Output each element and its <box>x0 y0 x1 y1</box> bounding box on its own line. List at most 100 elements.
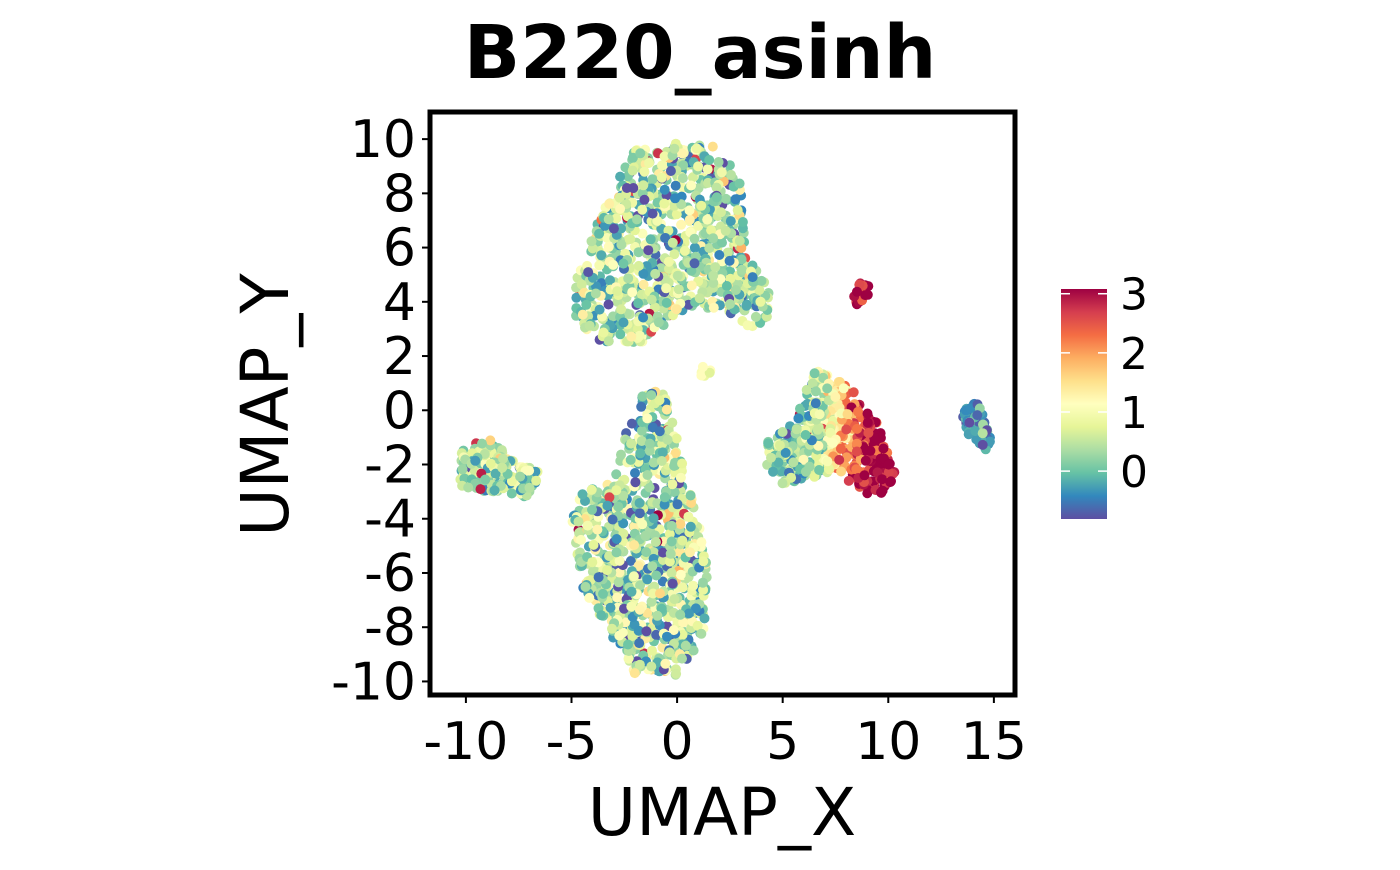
scatter-point-lower-cluster <box>675 569 686 580</box>
scatter-point-upper-cluster <box>716 207 726 218</box>
scatter-point-upper-cluster <box>702 164 713 175</box>
scatter-point-lower-cluster <box>648 457 659 468</box>
scatter-point-b-cell-cluster <box>851 464 862 475</box>
scatter-point-lower-cluster <box>642 574 653 585</box>
scatter-point-upper-cluster <box>661 283 672 294</box>
scatter-point-upper-cluster <box>677 173 688 184</box>
scatter-point-lower-cluster <box>662 434 673 445</box>
scatter-point-upper-cluster <box>638 180 649 191</box>
scatter-point-left-cluster <box>489 485 500 496</box>
scatter-point-lower-cluster <box>646 390 657 401</box>
scatter-point-lower-cluster <box>644 438 655 449</box>
scatter-point-upper-cluster <box>584 320 595 331</box>
scatter-point-lower-cluster <box>678 617 689 628</box>
scatter-point-lower-cluster <box>655 588 665 599</box>
scatter-point-lower-cluster <box>623 653 634 664</box>
scatter-point-lower-cluster <box>696 537 707 548</box>
scatter-point-upper-cluster <box>646 294 657 305</box>
scatter-point-lower-cluster <box>625 454 636 465</box>
scatter-point-upper-cluster <box>664 263 674 274</box>
scatter-point-lower-cluster <box>675 519 686 530</box>
y-tick-label: 8 <box>383 164 416 224</box>
scatter-point-lower-cluster <box>628 571 639 582</box>
scatter-point-upper-cluster <box>756 275 767 286</box>
scatter-point-upper-cluster <box>615 171 626 182</box>
scatter-point-lower-cluster <box>646 661 657 672</box>
scatter-point-lower-cluster <box>634 659 645 670</box>
scatter-point-lower-cluster <box>642 470 653 480</box>
scatter-point-upper-cluster <box>734 178 745 189</box>
scatter-point-upper-cluster <box>605 275 615 286</box>
colorbar-ticks: 0 1 2 3 <box>1061 270 1148 498</box>
plot-frame <box>427 109 1018 698</box>
scatter-point-lower-cluster <box>582 520 593 531</box>
scatter-point-upper-cluster <box>650 268 661 279</box>
scatter-point-lower-cluster <box>641 547 652 558</box>
scatter-point-lower-cluster <box>647 561 658 572</box>
scatter-point-lower-cluster <box>618 490 629 501</box>
y-axis-label: UMAP_Y <box>227 273 304 537</box>
scatter-point-lower-cluster <box>685 490 696 501</box>
scatter-point-lower-cluster <box>642 413 653 424</box>
scatter-point-upper-cluster <box>611 213 622 224</box>
scatter-point-upper-cluster <box>741 300 752 311</box>
scatter-point-upper-cluster <box>603 336 614 347</box>
scatter-point-lower-cluster <box>634 498 645 508</box>
scatter-point-lower-cluster <box>644 482 655 493</box>
scatter-point-upper-cluster <box>603 241 614 252</box>
y-tick-label: -2 <box>364 436 416 496</box>
scatter-point-lower-cluster <box>633 625 644 636</box>
scatter-point-lower-cluster <box>669 487 680 498</box>
scatter-point-b-cell-cluster <box>814 465 825 475</box>
scatter-point-lower-cluster <box>604 551 615 561</box>
scatter-point-lower-cluster <box>660 658 671 669</box>
scatter-point-lower-cluster <box>637 519 648 530</box>
scatter-point-left-cluster <box>497 462 508 473</box>
scatter-point-lower-cluster <box>641 626 652 637</box>
scatter-point-upper-cluster <box>633 247 644 258</box>
scatter-point-lower-cluster <box>698 556 709 567</box>
scatter-point-upper-cluster <box>708 302 719 313</box>
scatter-point-left-cluster <box>506 488 517 499</box>
scatter-point-small-mid-cluster <box>704 367 715 378</box>
scatter-point-upper-cluster <box>659 184 670 195</box>
scatter-point-lower-cluster <box>604 492 615 503</box>
scatter-point-upper-cluster <box>755 296 766 307</box>
scatter-point-b-cell-cluster <box>800 466 811 477</box>
scatter-point-upper-cluster <box>687 172 698 183</box>
scatter-point-upper-cluster <box>612 286 623 297</box>
scatter-point-lower-cluster <box>654 426 665 437</box>
scatter-point-lower-cluster <box>584 592 595 603</box>
scatter-point-lower-cluster <box>586 484 597 495</box>
scatter-point-lower-cluster <box>666 520 677 531</box>
scatter-point-upper-cluster <box>637 228 648 239</box>
scatter-point-lower-cluster <box>657 447 668 458</box>
scatter-point-lower-cluster <box>580 581 591 592</box>
scatter-point-b-cell-cluster <box>852 423 862 434</box>
scatter-point-lower-cluster <box>672 499 683 510</box>
scatter-point-lower-cluster <box>686 498 697 508</box>
scatter-point-lower-cluster <box>671 433 682 444</box>
scatter-point-upper-cluster <box>608 259 619 270</box>
scatter-point-lower-cluster <box>690 603 701 614</box>
scatter-point-lower-cluster <box>677 582 688 593</box>
scatter-point-b-cell-cluster <box>859 470 870 481</box>
scatter-point-b-cell-cluster <box>763 438 774 449</box>
scatter-point-upper-cluster <box>632 214 642 225</box>
scatter-point-b-cell-cluster <box>836 466 847 477</box>
scatter-point-upper-cluster <box>737 217 748 227</box>
scatter-point-lower-cluster <box>659 492 670 503</box>
scatter-point-upper-cluster <box>710 262 721 273</box>
scatter-point-upper-cluster <box>633 260 644 271</box>
scatter-point-b-cell-cluster <box>810 386 821 397</box>
scatter-point-b-cell-cluster <box>877 474 887 485</box>
scatter-point-lower-cluster <box>625 556 636 566</box>
scatter-point-upper-cluster <box>657 160 667 171</box>
scatter-point-lower-cluster <box>634 604 645 615</box>
scatter-point-upper-cluster <box>678 160 689 171</box>
scatter-point-lower-cluster <box>683 511 694 522</box>
scatter-point-left-cluster <box>470 455 481 466</box>
scatter-point-upper-cluster <box>594 304 605 315</box>
scatter-point-lower-cluster <box>611 547 622 558</box>
scatter-point-upper-cluster <box>673 284 684 295</box>
